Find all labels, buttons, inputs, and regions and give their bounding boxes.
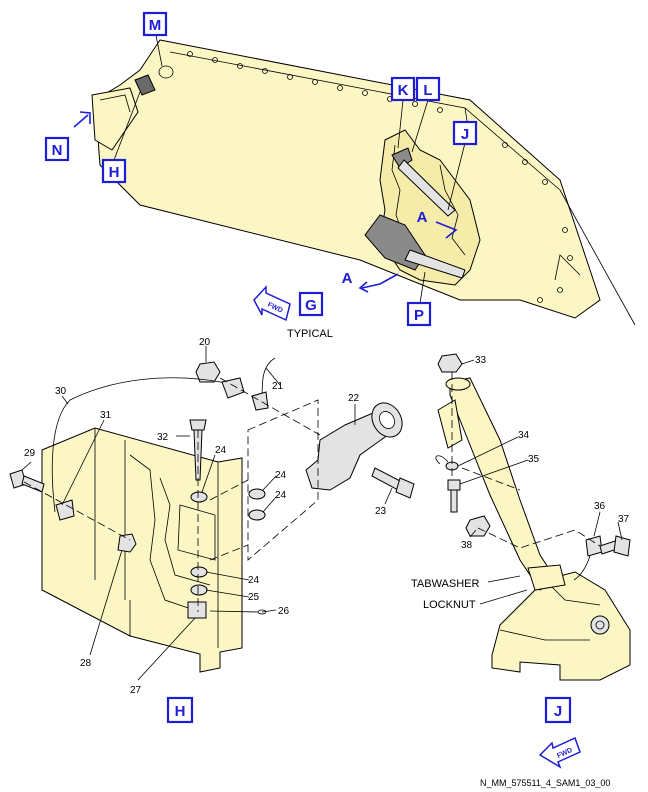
svg-text:J: J [554, 703, 562, 720]
figure-id: N_MM_575511_4_SAM1_03_00 [480, 778, 610, 788]
bolt-23 [371, 467, 415, 499]
callout-26: 26 [278, 606, 290, 617]
callout-22: 22 [348, 393, 360, 404]
lead-21 [251, 357, 276, 411]
fitting-22 [305, 402, 403, 491]
callout-29: 29 [24, 448, 36, 459]
nut-33 [437, 353, 463, 373]
bond-lead-34 [435, 455, 459, 471]
view-box-g: G [298, 291, 324, 317]
view-box-l: L [415, 76, 441, 102]
svg-text:L: L [423, 82, 432, 99]
torque-tube [437, 377, 566, 591]
svg-text:P: P [414, 307, 424, 324]
fwd-arrow-bottom: FWD [538, 736, 581, 769]
nut-38 [465, 515, 491, 537]
typical-label: TYPICAL [287, 328, 333, 340]
callout-35: 35 [528, 454, 540, 465]
nut-20 [195, 361, 221, 383]
bolt-35 [447, 479, 461, 513]
cotter-pin-26 [209, 609, 267, 615]
actuator-p [364, 214, 466, 279]
bolt-37 [599, 535, 631, 557]
view-box-n: N [44, 136, 70, 162]
bond-lead-30 [51, 377, 245, 521]
callout-28: 28 [80, 658, 92, 669]
callout-33: 33 [475, 355, 487, 366]
svg-text:M: M [149, 17, 162, 34]
callout-23: 23 [375, 506, 387, 517]
svg-text:H: H [109, 164, 120, 181]
callout-32: 32 [157, 432, 169, 443]
callout-30: 30 [55, 386, 67, 397]
view-box-h-top: H [101, 158, 127, 184]
view-box-j-top: J [452, 120, 478, 146]
nut-27 [187, 601, 207, 619]
callout-24-a: 24 [215, 445, 227, 456]
washers-24 [190, 488, 266, 596]
bolt-29 [9, 469, 45, 493]
svg-text:G: G [305, 297, 317, 314]
svg-text:N: N [52, 142, 63, 159]
section-a-label-1: A [417, 209, 428, 226]
view-box-h-detail: H [166, 696, 194, 724]
view-box-j-detail: J [544, 696, 572, 724]
hinge-bracket-h [134, 65, 174, 96]
fwd-arrow-top: FWD [253, 285, 291, 322]
svg-text:J: J [461, 126, 469, 143]
locknut-label: LOCKNUT [423, 599, 476, 611]
callout-34: 34 [518, 430, 530, 441]
view-box-m: M [142, 11, 168, 37]
detail-j-housing [491, 571, 631, 681]
callout-38: 38 [461, 540, 473, 551]
callout-24-c: 24 [275, 490, 287, 501]
callout-27: 27 [130, 685, 142, 696]
callout-24-b: 24 [275, 470, 287, 481]
view-box-p: P [406, 301, 432, 327]
callout-25: 25 [248, 592, 260, 603]
nut-28 [117, 533, 137, 553]
gear-lever-k-l [391, 147, 456, 217]
callout-21: 21 [272, 381, 284, 392]
svg-text:K: K [398, 82, 409, 99]
callout-37: 37 [618, 514, 630, 525]
callout-20: 20 [199, 337, 211, 348]
tabwasher-label: TABWASHER [411, 578, 480, 590]
callout-31: 31 [100, 410, 112, 421]
view-box-k: K [390, 76, 416, 102]
flap-structure [91, 39, 636, 326]
section-a-label-2: A [342, 270, 353, 287]
callout-24-d: 24 [248, 575, 260, 586]
svg-text:H: H [175, 703, 186, 720]
callout-36: 36 [594, 501, 606, 512]
